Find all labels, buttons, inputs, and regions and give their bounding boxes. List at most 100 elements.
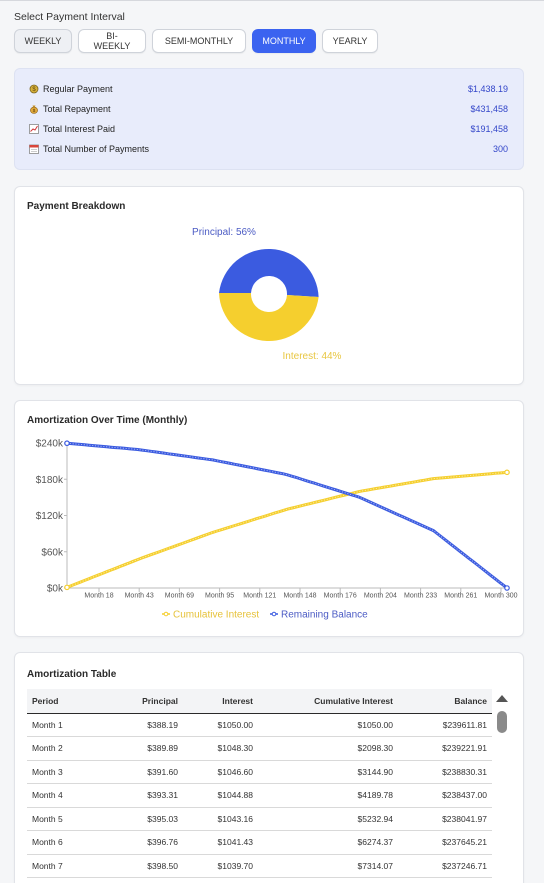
header-cumulative-interest[interactable]: Cumulative Interest <box>258 689 398 714</box>
period-cell: Month 1 <box>27 713 107 737</box>
interest-slice[interactable] <box>219 293 319 342</box>
svg-text:$: $ <box>32 87 36 93</box>
scroll-thumb[interactable] <box>497 711 507 733</box>
period-cell: Month 6 <box>27 830 107 855</box>
interval-title: Select Payment Interval <box>14 11 125 23</box>
chart-icon <box>29 124 39 134</box>
payment-breakdown-card: Payment Breakdown Principal: 56% Interes… <box>14 186 524 385</box>
payment-summary: $ Regular Payment $1,438.19 $ Total Repa… <box>14 68 524 170</box>
legend-interest-marker <box>163 611 169 617</box>
x-tick-label: Month 18 <box>84 593 113 600</box>
period-cell: Month 3 <box>27 760 107 784</box>
cumulative-interest-start-point[interactable] <box>64 584 70 591</box>
principal-slice[interactable] <box>219 248 319 297</box>
x-tick-label: Month 95 <box>205 593 234 600</box>
principal-cell: $388.19 <box>107 713 183 737</box>
cumulative-interest-cell: $3144.90 <box>258 760 398 784</box>
cumulative-interest-cell: $1050.00 <box>258 713 398 737</box>
y-tick-label: $120k <box>36 511 64 522</box>
period-cell: Month 7 <box>27 854 107 878</box>
amortization-table-title: Amortization Table <box>27 669 117 680</box>
balance-cell: $239611.81 <box>398 713 492 737</box>
period-cell: Month 5 <box>27 807 107 831</box>
table-row: Month 6 $396.76 $1041.43 $6274.37 $237645.21 <box>27 830 492 855</box>
legend-balance-marker <box>271 611 277 617</box>
interval-bi-weekly-button[interactable]: BI-WEEKLY <box>78 29 146 53</box>
amortization-table-card: Amortization Table Period Principal Inte… <box>14 652 524 883</box>
coin-icon: $ <box>29 84 39 94</box>
balance-cell: $237645.21 <box>398 830 492 855</box>
cumulative-interest-cell: $5232.94 <box>258 807 398 831</box>
svg-text:$: $ <box>33 108 36 113</box>
table-row: Month 4 $393.31 $1044.88 $4189.78 $238437.00 <box>27 783 492 808</box>
x-tick-label: Month 176 <box>324 593 357 600</box>
cumulative-interest-end-point[interactable] <box>504 469 510 476</box>
principal-cell: $398.50 <box>107 854 183 878</box>
amortization-chart-card: Amortization Over Time (Monthly) $240k $1… <box>14 400 524 637</box>
x-tick-label: Month 204 <box>364 593 397 600</box>
summary-value: $431,458 <box>470 104 508 114</box>
interval-semi-monthly-button[interactable]: SEMI-MONTHLY <box>152 29 246 53</box>
summary-row-total-interest: Total Interest Paid $191,458 <box>29 119 508 139</box>
remaining-balance-line[interactable] <box>66 441 508 590</box>
interest-cell: $1048.30 <box>183 736 258 761</box>
interval-weekly-button[interactable]: WEEKLY <box>14 29 72 53</box>
interval-selector: WEEKLY BI-WEEKLY SEMI-MONTHLY MONTHLY YE… <box>14 29 378 53</box>
scroll-up-arrow-icon[interactable] <box>496 695 508 702</box>
y-tick-label: $0k <box>47 584 64 595</box>
interest-cell: $1044.88 <box>183 783 258 808</box>
legend-remaining-balance[interactable]: Remaining Balance <box>281 610 368 621</box>
balance-cell: $239221.91 <box>398 736 492 761</box>
y-tick-label: $240k <box>36 439 64 450</box>
remaining-balance-end-point[interactable] <box>504 585 510 591</box>
cumulative-interest-cell: $7314.07 <box>258 854 398 878</box>
table-header-row: Period Principal Interest Cumulative Int… <box>27 689 492 714</box>
period-cell: Month 2 <box>27 736 107 761</box>
interest-cell: $1043.16 <box>183 807 258 831</box>
summary-label: Total Number of Payments <box>43 144 150 154</box>
remaining-balance-start-point[interactable] <box>64 440 70 447</box>
amortization-chart-title: Amortization Over Time (Monthly) <box>27 415 188 426</box>
balance-cell: $238041.97 <box>398 807 492 831</box>
x-tick-label: Month 148 <box>283 593 316 600</box>
interest-label: Interest: 44% <box>283 351 342 362</box>
interest-cell: $1050.00 <box>183 713 258 737</box>
summary-row-number-of-payments: Total Number of Payments 300 <box>29 139 508 159</box>
table-scrollbar[interactable] <box>496 695 508 883</box>
table-row: Month 5 $395.03 $1043.16 $5232.94 $238041.97 <box>27 807 492 831</box>
summary-label: Total Interest Paid <box>43 124 116 134</box>
header-balance[interactable]: Balance <box>398 689 492 714</box>
summary-row-total-repayment: $ Total Repayment $431,458 <box>29 99 508 119</box>
principal-cell: $391.60 <box>107 760 183 784</box>
header-interest[interactable]: Interest <box>183 689 258 714</box>
interest-cell: $1046.60 <box>183 760 258 784</box>
amortization-table: Period Principal Interest Cumulative Int… <box>27 689 492 878</box>
table-row: Month 2 $389.89 $1048.30 $2098.30 $239221.91 <box>27 736 492 761</box>
cumulative-interest-line[interactable] <box>66 470 508 589</box>
principal-cell: $389.89 <box>107 736 183 761</box>
x-tick-label: Month 121 <box>243 593 276 600</box>
header-period[interactable]: Period <box>27 689 107 714</box>
interval-yearly-button[interactable]: YEARLY <box>322 29 378 53</box>
principal-cell: $393.31 <box>107 783 183 808</box>
x-tick-label: Month 43 <box>125 593 154 600</box>
interval-monthly-button[interactable]: MONTHLY <box>252 29 316 53</box>
y-tick-label: $180k <box>36 475 64 486</box>
summary-value: $191,458 <box>470 124 508 134</box>
breakdown-donut-chart: Principal: 56% Interest: 44% <box>192 227 342 362</box>
period-cell: Month 4 <box>27 783 107 808</box>
summary-row-regular-payment: $ Regular Payment $1,438.19 <box>29 79 508 99</box>
principal-cell: $395.03 <box>107 807 183 831</box>
balance-cell: $238830.31 <box>398 760 492 784</box>
header-principal[interactable]: Principal <box>107 689 183 714</box>
principal-label: Principal: 56% <box>192 227 256 238</box>
legend-cumulative-interest[interactable]: Cumulative Interest <box>173 610 259 621</box>
amortization-line-chart: $240k $180k $120k $60k $0k Month 18 Month 43 M… <box>36 439 518 621</box>
cumulative-interest-cell: $2098.30 <box>258 736 398 761</box>
remaining-balance-markers <box>66 442 508 589</box>
interest-cell: $1039.70 <box>183 854 258 878</box>
balance-cell: $238437.00 <box>398 783 492 808</box>
principal-cell: $396.76 <box>107 830 183 855</box>
x-tick-label: Month 233 <box>404 593 437 600</box>
summary-value: 300 <box>492 144 508 154</box>
